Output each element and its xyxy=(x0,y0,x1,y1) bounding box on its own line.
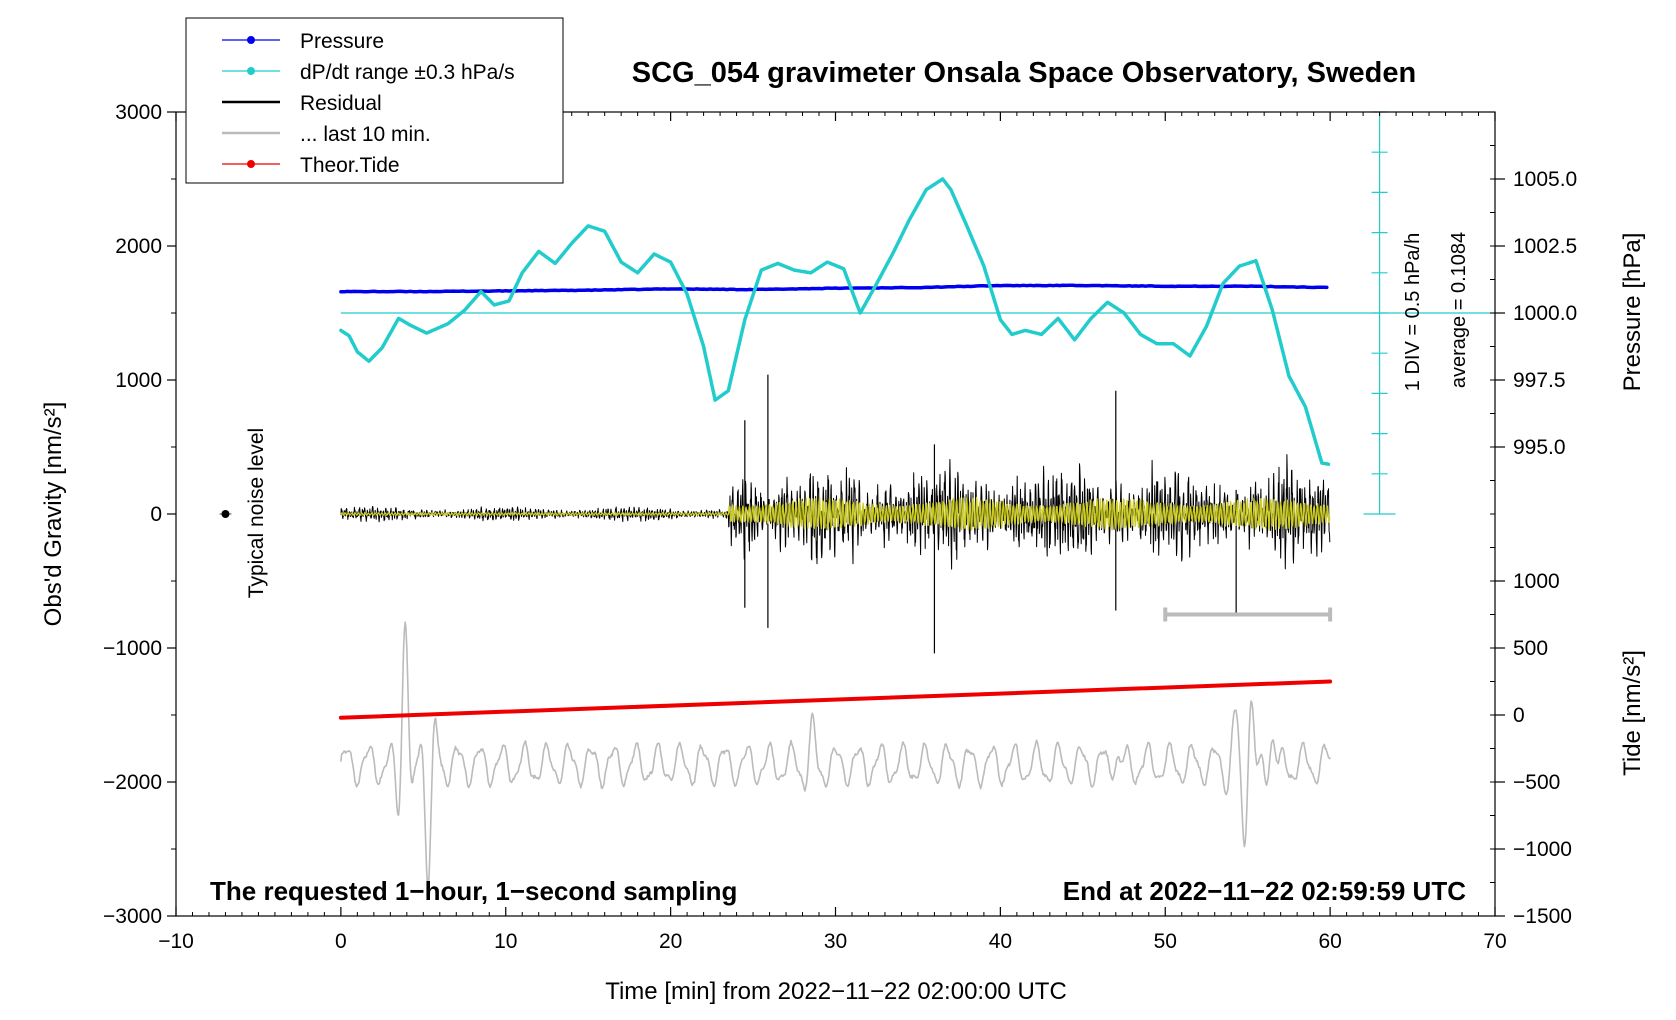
axes-layer: −10 0 10 20 30 40 50 60 70 −3000 −2000 −1000 0 1000 20… xyxy=(103,101,1577,953)
dpdt-average-label: average = 0.1084 xyxy=(1448,232,1470,388)
tide-tick-label: −500 xyxy=(1513,771,1560,794)
y-axis-label-gravity: Obs'd Gravity [nm/s²] xyxy=(40,402,67,627)
x-tick-label: 70 xyxy=(1483,930,1506,953)
sampling-note: The requested 1−hour, 1−second sampling xyxy=(210,876,737,906)
y-axis-label-pressure: Pressure [hPa] xyxy=(1619,233,1646,392)
x-tick-label: 30 xyxy=(824,930,847,953)
y-tick-label: −1000 xyxy=(103,637,162,660)
legend-box xyxy=(185,17,564,184)
x-tick-label: 60 xyxy=(1318,930,1341,953)
y-tick-label: 0 xyxy=(150,503,162,526)
legend-marker-5 xyxy=(247,160,255,168)
y-axis-label-tide: Tide [nm/s²] xyxy=(1619,650,1646,776)
legend-label-2: dP/dt range ±0.3 hPa/s xyxy=(300,61,515,84)
x-tick-label: −10 xyxy=(158,930,194,953)
x-tick-label: 50 xyxy=(1154,930,1177,953)
tide-tick-label: 1000 xyxy=(1513,570,1560,593)
legend-label-5: Theor.Tide xyxy=(300,154,400,177)
tide-line xyxy=(338,679,1333,720)
pressure-tick-label: 997.5 xyxy=(1513,369,1566,392)
y-tick-label: 1000 xyxy=(115,369,162,392)
series-layer xyxy=(219,111,1495,886)
noise-level-marker xyxy=(221,510,230,518)
y-tick-label: −2000 xyxy=(103,771,162,794)
pressure-tick-label: 1000.0 xyxy=(1513,302,1577,325)
x-tick-label: 40 xyxy=(989,930,1012,953)
last-10-min-trace xyxy=(340,621,1331,886)
dpdt-trace xyxy=(339,177,1331,466)
filtered-residual-trace xyxy=(340,496,1331,531)
x-tick-label: 0 xyxy=(335,930,347,953)
pressure-trace xyxy=(339,283,1329,294)
end-time-note: End at 2022−11−22 02:59:59 UTC xyxy=(1063,876,1466,906)
x-tick-label: 20 xyxy=(659,930,682,953)
legend: Pressure dP/dt range ±0.3 hPa/s Residual..… xyxy=(185,17,564,184)
y-tick-label: 3000 xyxy=(115,101,162,124)
legend-marker-1 xyxy=(247,36,255,44)
dpdt-div-label: 1 DIV = 0.5 hPa/h xyxy=(1402,233,1424,391)
legend-marker-2 xyxy=(247,67,255,75)
legend-label-1: Pressure xyxy=(300,30,384,53)
legend-label-4: ... last 10 min. xyxy=(300,123,431,146)
tide-tick-label: 500 xyxy=(1513,637,1548,660)
chart-title: SCG_054 gravimeter Onsala Space Observat… xyxy=(632,57,1416,89)
tide-tick-label: −1000 xyxy=(1513,838,1572,861)
tide-tick-label: 0 xyxy=(1513,704,1525,727)
pressure-tick-label: 995.0 xyxy=(1513,436,1566,459)
noise-level-label: Typical noise level xyxy=(245,428,268,598)
tide-tick-label: −1500 xyxy=(1513,905,1572,928)
x-axis-label: Time [min] from 2022−11−22 02:00:00 UTC xyxy=(605,978,1067,1005)
legend-label-3: Residual xyxy=(300,92,382,115)
x-tick-label: 10 xyxy=(494,930,517,953)
y-tick-label: 2000 xyxy=(115,235,162,258)
pressure-tick-label: 1002.5 xyxy=(1513,235,1577,258)
pressure-tick-label: 1005.0 xyxy=(1513,168,1577,191)
y-tick-label: −3000 xyxy=(103,905,162,928)
